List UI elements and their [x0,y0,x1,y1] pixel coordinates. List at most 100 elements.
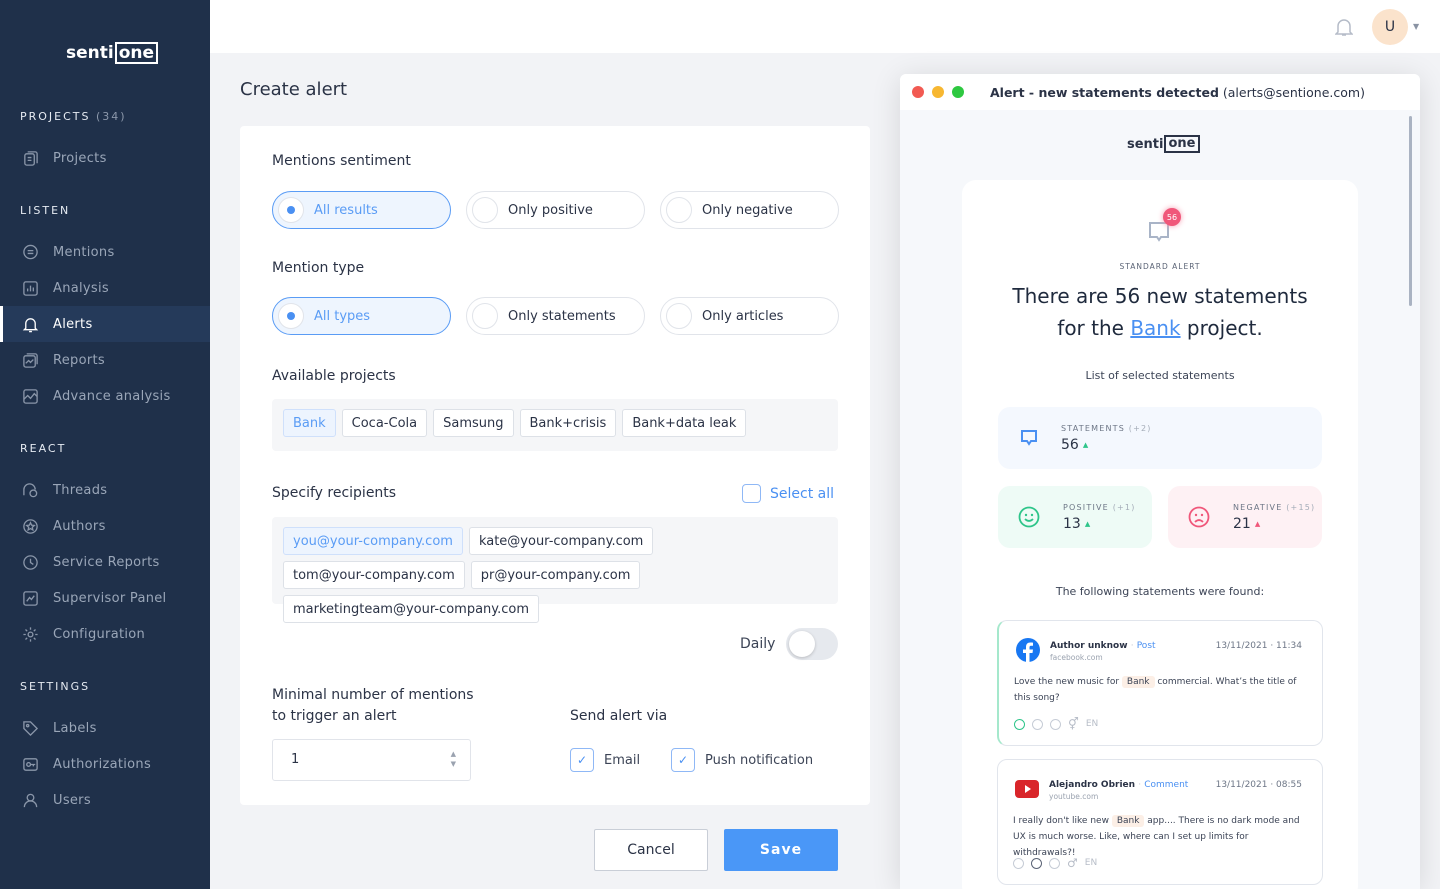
sentione-logo[interactable]: senti one [66,42,159,64]
sidebar-item-label: Users [53,792,91,808]
post-date: 13/11/2021 · 11:34 [1215,641,1302,651]
sentiment-label: Mentions sentiment [272,153,411,169]
chat-icon [1021,430,1037,446]
min-mentions-value: 1 [291,752,300,767]
sentiment-option[interactable]: Only negative [660,191,839,229]
post-date: 13/11/2021 · 08:55 [1215,780,1302,790]
statement-card[interactable]: Author unknow · Post facebook.com 13/11/… [997,620,1323,746]
type-label: Mention type [272,260,365,276]
headline-text: for the [1057,316,1131,340]
sidebar-item-configuration[interactable]: Configuration [0,616,210,652]
sidebar-item-label: Configuration [53,626,146,642]
recipient-chip[interactable]: marketingteam@your-company.com [283,595,540,623]
avatar[interactable]: U [1372,9,1408,45]
section-title: LISTEN [20,204,71,217]
author-name[interactable]: Alejandro Obrien [1049,780,1136,790]
push-checkbox[interactable]: ✓ Push notification [671,748,813,772]
sidebar-item-advance-analysis[interactable]: Advance analysis [0,378,210,414]
logo-text: one [114,42,159,64]
positive-stat: POSITIVE (+1) 13 ▲ [998,486,1152,548]
sidebar-item-labels[interactable]: Labels [0,710,210,746]
radio-icon [472,303,498,329]
project-chip[interactable]: Samsung [433,409,514,437]
clock-icon [23,554,38,570]
sidebar-item-reports[interactable]: Reports [0,342,210,378]
stat-delta: (+1) [1112,502,1136,512]
youtube-icon [1015,780,1039,798]
stepper-icon[interactable]: ▲ ▼ [450,750,456,768]
check-icon[interactable]: ✓ [671,748,695,772]
sentiment-option[interactable]: All results [272,191,451,229]
project-chip[interactable]: Coca-Cola [341,409,428,437]
negative-sentiment-icon[interactable] [1050,718,1061,730]
recipients-list: you@your-company.com kate@your-company.co… [272,517,838,623]
section-title: PROJECTS (34) [20,110,127,123]
option-label: Only negative [702,202,793,218]
positive-sentiment-icon[interactable] [1013,857,1024,869]
sidebar-item-mentions[interactable]: Mentions [0,234,210,270]
sidebar-item-label: Labels [53,720,97,736]
mention-type-option[interactable]: All types [272,297,451,335]
list-title: List of selected statements [1085,369,1235,382]
mention-kind: Post [1136,641,1156,651]
stat-delta: (+2) [1128,423,1152,433]
negative-sentiment-icon[interactable] [1049,857,1060,869]
sidebar-item-threads[interactable]: Threads [0,472,210,508]
project-link[interactable]: Bank [1130,316,1181,340]
sentiment-option[interactable]: Only positive [466,191,645,229]
recipient-chip[interactable]: you@your-company.com [283,527,463,555]
save-button[interactable]: Save [724,829,838,871]
sentione-logo: senti one [1127,135,1200,153]
radio-icon [278,197,304,223]
neutral-sentiment-icon[interactable] [1031,857,1042,869]
close-window-button[interactable] [912,86,924,98]
minimize-window-button[interactable] [932,86,944,98]
project-chip[interactable]: Bank [283,409,336,437]
sidebar-item-authors[interactable]: Authors [0,508,210,544]
neutral-sentiment-icon[interactable] [1032,718,1043,730]
checkbox[interactable] [742,484,761,503]
sidebar-item-label: Alerts [53,316,93,332]
email-preview-window: Alert - new statements detected (alerts@… [900,74,1420,889]
statement-card[interactable]: Alejandro Obrien · Comment youtube.com 1… [997,759,1323,885]
maximize-window-button[interactable] [952,86,964,98]
recipient-chip[interactable]: kate@your-company.com [468,527,654,555]
project-chip[interactable]: Bank+data leak [622,409,747,437]
sidebar-item-projects[interactable]: Projects [0,140,210,176]
count-badge: 56 [1163,208,1181,226]
recipient-chip[interactable]: pr@your-company.com [470,561,641,589]
positive-sentiment-icon[interactable] [1014,718,1025,730]
sidebar-item-users[interactable]: Users [0,782,210,818]
bell-icon[interactable] [1335,17,1353,37]
email-checkbox[interactable]: ✓ Email [570,748,640,772]
frequency-toggle[interactable] [786,628,838,660]
cancel-button[interactable]: Cancel [594,829,708,871]
mention-type-option[interactable]: Only statements [466,297,645,335]
author-name[interactable]: Author unknow [1050,641,1128,651]
stat-value: 21 [1233,515,1251,532]
sidebar-item-analysis[interactable]: Analysis [0,270,210,306]
user-icon [23,793,38,807]
sidebar-item-authorizations[interactable]: Authorizations [0,746,210,782]
trend-up-icon: ▲ [1082,440,1089,449]
sidebar-item-supervisor-panel[interactable]: Supervisor Panel [0,580,210,616]
recipient-chip[interactable]: tom@your-company.com [283,561,465,589]
stat-delta: (+15) [1286,502,1316,512]
select-all-checkbox[interactable]: Select all [742,484,834,503]
chevron-down-icon[interactable]: ▼ [1413,22,1420,31]
keyword-highlight: Bank [1111,815,1145,827]
logo-text: one [1164,135,1200,153]
projects-label: Available projects [272,368,396,384]
create-alert-form: Mentions sentiment All results Only posit… [240,126,870,805]
mention-type-option[interactable]: Only articles [660,297,839,335]
sidebar-item-label: Authors [53,518,106,534]
scrollbar[interactable] [1409,116,1412,306]
min-mentions-input[interactable]: 1 ▲ ▼ [272,739,471,781]
sidebar-item-service-reports[interactable]: Service Reports [0,544,210,580]
send-via-label: Send alert via [570,708,668,724]
language: EN [1085,719,1099,729]
check-icon[interactable]: ✓ [570,748,594,772]
project-chip[interactable]: Bank+crisis [519,409,617,437]
post-text: commercial. What’s the title of this son… [1014,677,1297,703]
sidebar-item-alerts[interactable]: Alerts [0,306,210,342]
